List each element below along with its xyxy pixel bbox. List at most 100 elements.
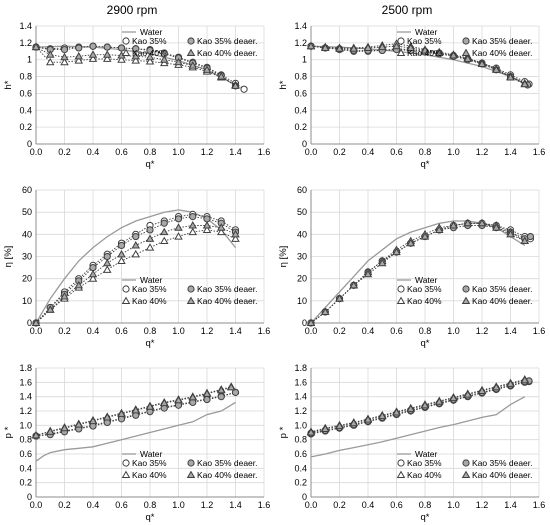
legend-label: Kao 40% deaer.: [197, 48, 258, 58]
data-point: [392, 408, 401, 416]
x-tick-label: 0.4: [362, 147, 375, 157]
data-point: [88, 54, 98, 62]
legend-marker: [187, 459, 195, 467]
y-tick-label: 0.4: [294, 463, 307, 473]
data-point: [349, 418, 359, 427]
y-tick-label: 0: [302, 492, 307, 502]
data-point: [434, 48, 444, 57]
series-water: [310, 220, 526, 324]
legend-label: Water: [140, 27, 163, 37]
data-point: [117, 44, 126, 52]
x-axis-label: q*: [421, 338, 430, 349]
x-tick-label: 0.6: [390, 326, 403, 336]
legend-label: Kao 35%: [132, 284, 167, 294]
x-tick-label: 1.4: [229, 326, 242, 336]
legend-marker: [396, 296, 406, 305]
data-point: [306, 318, 316, 327]
y-tick-label: 1.0: [19, 420, 32, 430]
chart-panel-3: 0 10 20 30 40 50 60 0.0 0.2 0.4 0.6 0.8 1.0 1.2 1.4 1.6…: [3, 185, 270, 349]
data-point: [335, 421, 344, 430]
legend-label: Water: [415, 449, 438, 459]
legend-label: Kao 40%: [132, 48, 167, 58]
x-tick-label: 0.6: [390, 500, 403, 510]
y-tick-label: 0.4: [294, 105, 307, 115]
data-point: [477, 218, 487, 227]
y-tick-label: 0.8: [19, 72, 32, 82]
chart-panel-5: 0 0.2 0.4 0.6 0.8 1.0 1.2 1.4 1.6 1.8 0.0 0.2 0.4 0.6…: [3, 363, 270, 523]
y-axis-label: p *: [3, 426, 14, 438]
y-tick-label: 50: [297, 207, 307, 217]
data-point: [202, 225, 212, 233]
x-axis-label: q*: [146, 512, 155, 523]
y-tick-label: 0: [27, 492, 32, 502]
legend-label: Kao 40% deaer.: [197, 296, 258, 306]
legend-marker: [396, 470, 406, 479]
data-point: [434, 397, 444, 405]
legend-label: Kao 40% deaer.: [472, 296, 533, 306]
data-point: [131, 241, 141, 249]
x-tick-label: 1.4: [504, 500, 517, 510]
column-title-right: 2500 rpm: [382, 3, 433, 17]
data-point: [349, 280, 359, 289]
data-point: [363, 269, 373, 278]
y-tick-label: 1.2: [19, 38, 32, 48]
data-point: [520, 79, 530, 88]
data-point: [74, 56, 84, 64]
data-point: [88, 50, 98, 58]
y-axis-label: η [%]: [3, 246, 14, 268]
x-tick-label: 0.8: [419, 500, 432, 510]
series-water: [310, 396, 526, 458]
data-point: [117, 256, 126, 264]
x-tick-label: 0.4: [362, 326, 375, 336]
data-point: [202, 65, 212, 73]
data-point: [320, 424, 330, 432]
legend-marker: [462, 285, 470, 293]
y-tick-label: 1.2: [294, 38, 307, 48]
data-point: [188, 61, 198, 69]
x-tick-label: 0.8: [144, 500, 157, 510]
data-point: [216, 227, 226, 236]
x-tick-label: 1.0: [447, 326, 460, 336]
legend-marker: [186, 48, 196, 57]
x-tick-label: 0.2: [333, 147, 346, 157]
data-point: [102, 413, 112, 421]
data-point: [74, 280, 84, 289]
data-point: [160, 219, 168, 227]
data-point: [159, 227, 169, 236]
y-tick-label: 0: [302, 139, 307, 149]
x-tick-label: 1.2: [476, 326, 489, 336]
legend-label: Kao 40% deaer.: [472, 48, 533, 58]
x-tick-label: 0.8: [144, 326, 157, 336]
legend-label: Kao 35%: [407, 284, 442, 294]
x-tick-label: 1.0: [172, 326, 185, 336]
y-tick-label: 40: [297, 229, 307, 239]
series-line: [310, 222, 526, 324]
data-point: [449, 393, 458, 402]
data-point: [240, 85, 248, 93]
data-point: [477, 59, 487, 67]
legend-marker: [397, 459, 405, 467]
data-point: [520, 375, 530, 384]
legend-label: Kao 35% deaer.: [472, 36, 533, 46]
legend-label: Kao 40%: [132, 470, 167, 480]
data-point: [306, 41, 316, 50]
data-point: [216, 72, 226, 80]
x-tick-label: 0.0: [30, 326, 43, 336]
x-tick-label: 1.6: [533, 147, 546, 157]
y-tick-label: 10: [297, 296, 307, 306]
data-point: [45, 57, 55, 66]
data-point: [131, 249, 141, 258]
x-tick-label: 1.4: [504, 147, 517, 157]
y-tick-label: 0: [302, 318, 307, 328]
y-tick-label: 0.6: [19, 88, 32, 98]
data-point: [406, 238, 416, 247]
data-point: [363, 415, 373, 423]
legend-label: Kao 35% deaer.: [197, 284, 258, 294]
chart-panel-2: 0 0.2 0.4 0.6 0.8 1 1.2 1.4 0.0 0.2 0.4 0.6 0.8 1.0 1.…: [278, 21, 545, 170]
data-point: [88, 269, 98, 278]
data-point: [231, 388, 240, 396]
x-tick-label: 1.0: [172, 147, 185, 157]
data-point: [349, 44, 359, 52]
